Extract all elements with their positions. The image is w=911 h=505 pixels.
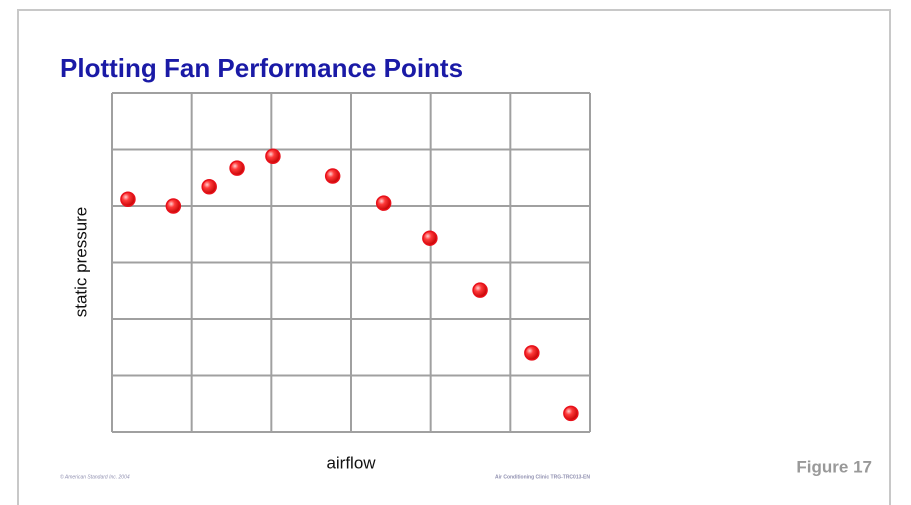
data-point (375, 195, 392, 211)
data-point (324, 168, 341, 184)
copyright: © American Standard Inc. 2004 (60, 473, 130, 480)
data-point (563, 405, 579, 422)
data-point (229, 160, 245, 176)
data-point (472, 282, 488, 298)
data-point (201, 179, 217, 195)
data-point (422, 230, 438, 246)
y-axis-label: static pressure (71, 207, 90, 318)
x-axis-label: airflow (326, 453, 376, 472)
figure-label: Figure 17 (796, 457, 872, 476)
data-point (524, 345, 540, 361)
data-point (120, 191, 136, 207)
course-code: Air Conditioning Clinic TRG-TRC013-EN (495, 474, 590, 480)
data-point (265, 148, 281, 165)
data-point (165, 198, 182, 214)
chart-title: Plotting Fan Performance Points (60, 53, 463, 83)
slide-frame (17, 9, 891, 505)
